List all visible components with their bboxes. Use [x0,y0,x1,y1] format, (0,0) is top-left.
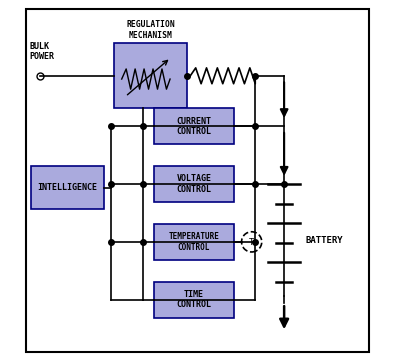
Text: BATTERY: BATTERY [306,236,343,244]
Bar [154,108,233,144]
Bar [115,43,187,108]
Text: BULK
POWER: BULK POWER [30,42,55,61]
Text: VOLTAGE
CONTROL: VOLTAGE CONTROL [177,174,211,194]
Text: T: T [249,239,254,247]
Bar [154,282,233,318]
Bar [32,166,103,209]
Text: REGULATION
MECHANISM: REGULATION MECHANISM [126,20,175,40]
Text: CURRENT
CONTROL: CURRENT CONTROL [177,117,211,136]
Text: TEMPERATURE
CONTROL: TEMPERATURE CONTROL [168,232,219,252]
Text: TIME
CONTROL: TIME CONTROL [177,290,211,309]
Text: INTELLIGENCE: INTELLIGENCE [38,183,98,192]
Bar [154,166,233,202]
Bar [154,224,233,260]
